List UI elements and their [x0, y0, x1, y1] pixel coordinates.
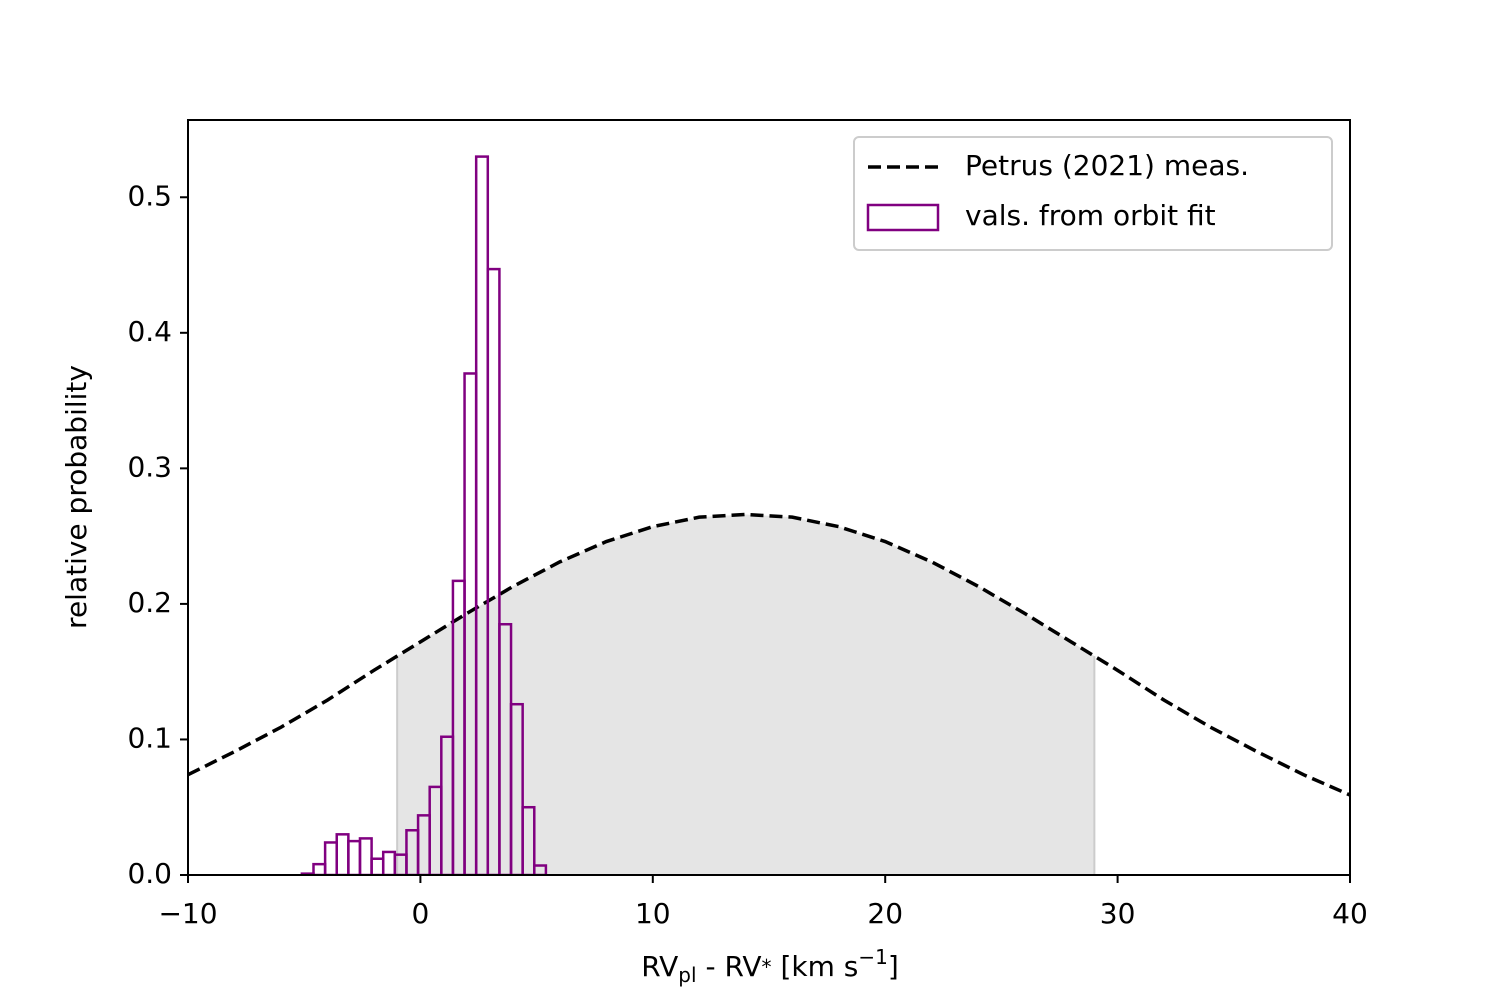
y-tick-label: 0.1: [127, 721, 172, 754]
histogram-bar: [358, 837, 373, 875]
histogram-bar: [323, 841, 338, 875]
legend-label: vals. from orbit fit: [965, 199, 1216, 232]
x-tick-label: 20: [867, 897, 903, 930]
x-label-part: RV: [641, 950, 678, 983]
histogram-bar: [335, 833, 350, 875]
histogram-bar: [312, 862, 327, 875]
x-label-part: [km s: [772, 950, 859, 983]
x-axis-label: RVpl - RV* [km s−1]: [641, 945, 899, 987]
y-tick-label: 0.3: [127, 450, 172, 483]
x-tick-label: 40: [1332, 897, 1368, 930]
histogram-bar: [347, 839, 362, 875]
x-label-part: - RV: [697, 950, 762, 983]
y-axis-label: relative probability: [60, 365, 93, 629]
legend-patch: [866, 203, 940, 232]
x-label-part: ]: [888, 950, 899, 983]
shaded-interval: [397, 514, 1095, 875]
histogram-bar: [370, 857, 385, 875]
y-tick-label: 0.2: [127, 586, 172, 619]
x-tick-label: −10: [158, 897, 217, 930]
legend-box: [853, 136, 1333, 251]
y-tick-label: 0.4: [127, 315, 172, 348]
y-tick-label: 0.5: [127, 179, 172, 212]
y-tick-label: 0.0: [127, 857, 172, 890]
histogram-bar: [381, 850, 397, 875]
x-label-part: −1: [858, 945, 887, 969]
x-tick-label: 30: [1100, 897, 1136, 930]
histogram-bar: [509, 702, 524, 875]
x-label-part: *: [762, 955, 772, 979]
axes-frame: [187, 119, 1351, 876]
x-label-part: pl: [678, 963, 696, 987]
legend-label: Petrus (2021) meas.: [965, 149, 1249, 182]
x-tick-label: 10: [635, 897, 671, 930]
plot-area: [188, 155, 1350, 875]
x-tick-label: 0: [411, 897, 429, 930]
